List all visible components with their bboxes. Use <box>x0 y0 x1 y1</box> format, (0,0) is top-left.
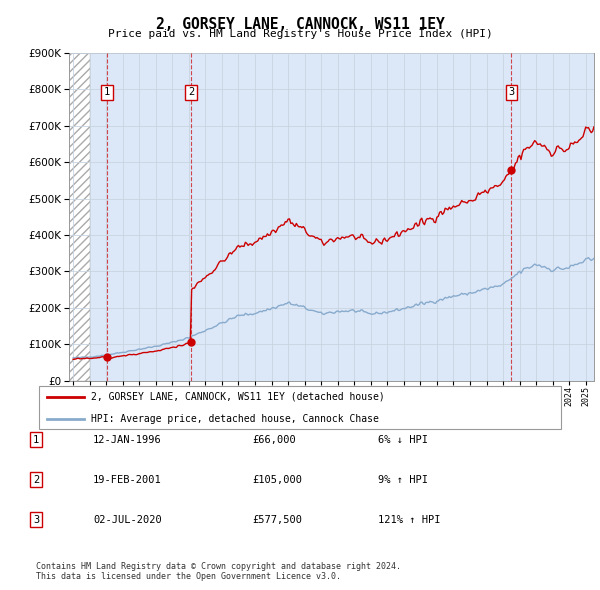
Text: HPI: Average price, detached house, Cannock Chase: HPI: Average price, detached house, Cann… <box>91 414 379 424</box>
Text: £66,000: £66,000 <box>252 435 296 444</box>
FancyBboxPatch shape <box>38 386 562 430</box>
Text: 3: 3 <box>508 87 514 97</box>
Text: 1: 1 <box>33 435 39 444</box>
Text: Contains HM Land Registry data © Crown copyright and database right 2024.
This d: Contains HM Land Registry data © Crown c… <box>36 562 401 581</box>
Text: £105,000: £105,000 <box>252 475 302 484</box>
Text: 2, GORSEY LANE, CANNOCK, WS11 1EY: 2, GORSEY LANE, CANNOCK, WS11 1EY <box>155 17 445 31</box>
Text: 2: 2 <box>188 87 194 97</box>
Text: 19-FEB-2001: 19-FEB-2001 <box>93 475 162 484</box>
Text: Price paid vs. HM Land Registry's House Price Index (HPI): Price paid vs. HM Land Registry's House … <box>107 29 493 39</box>
Text: 9% ↑ HPI: 9% ↑ HPI <box>378 475 428 484</box>
Text: 121% ↑ HPI: 121% ↑ HPI <box>378 515 440 525</box>
Text: 2, GORSEY LANE, CANNOCK, WS11 1EY (detached house): 2, GORSEY LANE, CANNOCK, WS11 1EY (detac… <box>91 392 385 402</box>
Text: 12-JAN-1996: 12-JAN-1996 <box>93 435 162 444</box>
Text: 3: 3 <box>33 515 39 525</box>
Text: 02-JUL-2020: 02-JUL-2020 <box>93 515 162 525</box>
Text: 1: 1 <box>104 87 110 97</box>
Text: £577,500: £577,500 <box>252 515 302 525</box>
Text: 6% ↓ HPI: 6% ↓ HPI <box>378 435 428 444</box>
Text: 2: 2 <box>33 475 39 484</box>
